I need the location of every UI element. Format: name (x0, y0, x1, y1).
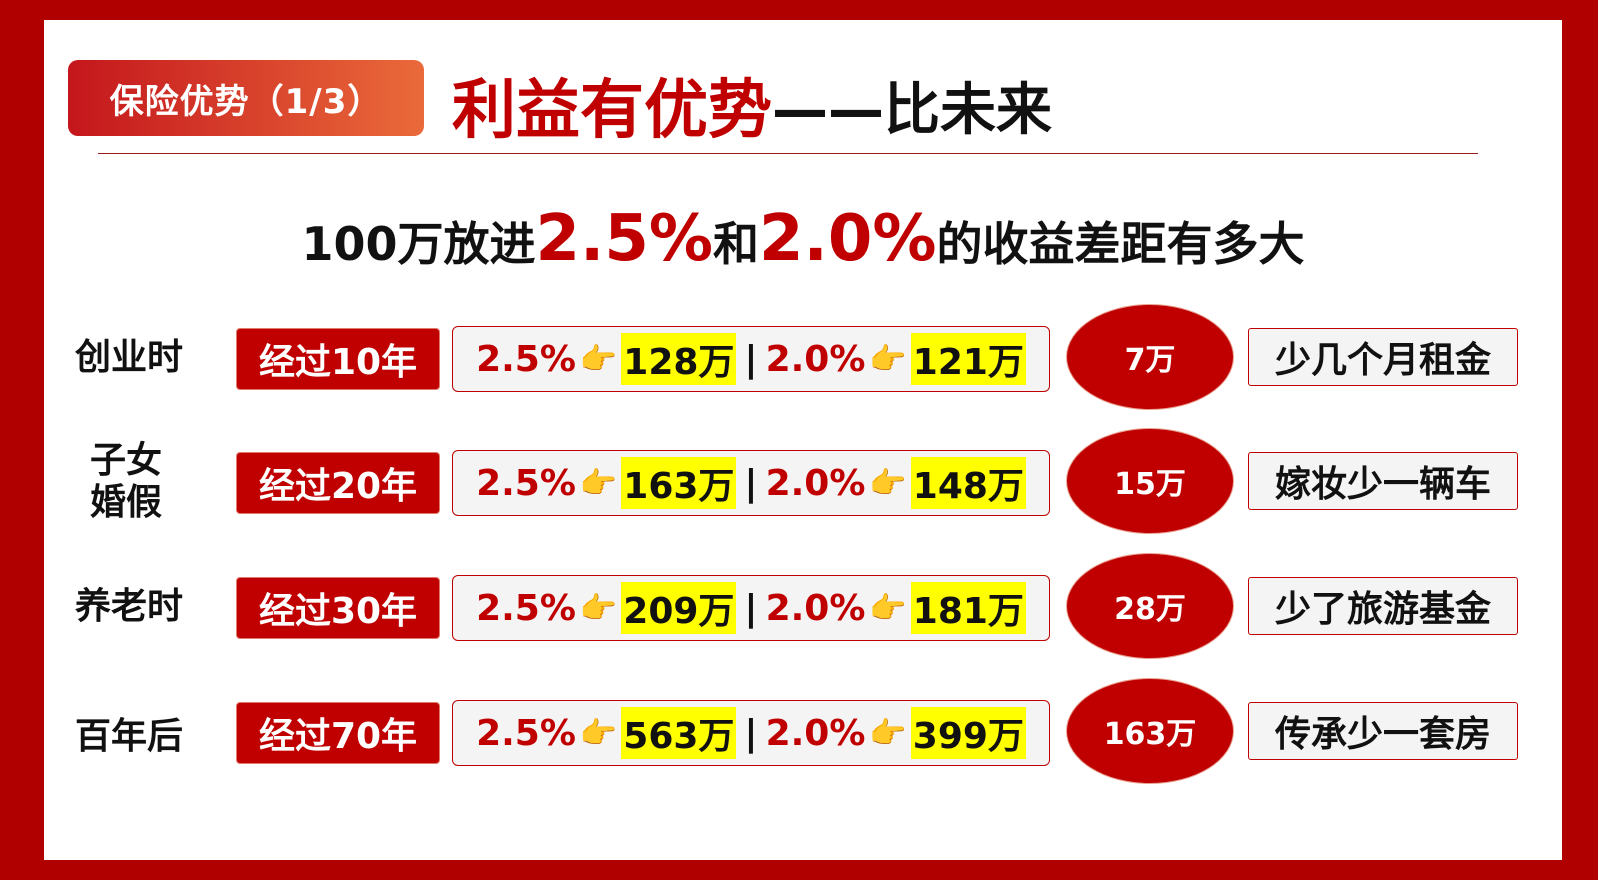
rate-a: 2.5% (476, 462, 576, 504)
section-tag: 保险优势（1/3） (68, 60, 424, 136)
value-comparison: 2.5% 👉 209万 | 2.0% 👉 181万 (452, 575, 1050, 641)
value-b: 399万 (910, 707, 1026, 759)
rate-b: 2.0% (765, 462, 866, 504)
subtitle: 100万放进2.5%和2.0%的收益差距有多大 (44, 202, 1562, 282)
period-badge: 经过30年 (236, 577, 440, 639)
value-comparison: 2.5% 👉 128万 | 2.0% 👉 121万 (452, 326, 1050, 392)
slide: 保险优势（1/3） 利益有优势 ——比未来 100万放进2.5%和2.0%的收益… (44, 20, 1562, 860)
difference-badge: 15万 (1066, 428, 1234, 534)
subtitle-rate-b: 2.0% (759, 202, 937, 276)
separator: | (744, 462, 758, 504)
effect-label: 少了旅游基金 (1248, 577, 1518, 635)
difference-badge: 28万 (1066, 553, 1234, 659)
value-a: 163万 (621, 457, 737, 509)
rate-a: 2.5% (476, 587, 576, 629)
effect-label: 嫁妆少一辆车 (1248, 452, 1518, 510)
life-stage-label: 创业时 (74, 337, 183, 378)
separator: | (744, 338, 758, 380)
pointing-hand-icon: 👉 (869, 341, 907, 377)
value-comparison: 2.5% 👉 163万 | 2.0% 👉 148万 (452, 450, 1050, 516)
period-badge: 经过10年 (236, 328, 440, 390)
effect-label: 传承少一套房 (1248, 702, 1518, 760)
title-suffix: ——比未来 (772, 77, 1052, 143)
effect-label: 少几个月租金 (1248, 328, 1518, 386)
pointing-hand-icon: 👉 (869, 590, 907, 626)
pointing-hand-icon: 👉 (869, 465, 907, 501)
title-divider (98, 153, 1478, 154)
difference-badge: 7万 (1066, 304, 1234, 410)
pointing-hand-icon: 👉 (579, 465, 618, 501)
life-stage-label: 养老时 (74, 586, 183, 627)
pointing-hand-icon: 👉 (579, 715, 618, 751)
rate-b: 2.0% (765, 712, 866, 754)
period-badge: 经过20年 (236, 452, 440, 514)
value-b: 181万 (910, 582, 1026, 634)
life-stage-label: 子女婚假 (89, 440, 162, 523)
value-a: 563万 (621, 707, 737, 759)
separator: | (744, 587, 758, 629)
difference-badge: 163万 (1066, 678, 1234, 784)
subtitle-rate-a: 2.5% (535, 202, 714, 276)
subtitle-part1: 100万放进 (301, 217, 536, 271)
comparison-row: 子女婚假 经过20年 2.5% 👉 163万 | 2.0% 👉 148万 15万 嫁妆少一辆… (44, 428, 1562, 542)
rate-b: 2.0% (765, 338, 866, 380)
pointing-hand-icon: 👉 (579, 590, 618, 626)
comparison-row: 百年后 经过70年 2.5% 👉 563万 | 2.0% 👉 399万 163万 传承少一套… (44, 678, 1562, 792)
pointing-hand-icon: 👉 (579, 341, 618, 377)
value-b: 148万 (910, 457, 1026, 509)
comparison-row: 创业时 经过10年 2.5% 👉 128万 | 2.0% 👉 121万 7万 少几个月租金 (44, 304, 1562, 418)
separator: | (744, 712, 758, 754)
value-b: 121万 (910, 333, 1026, 385)
title-highlight: 利益有优势 (452, 74, 772, 148)
life-stage-label: 百年后 (74, 716, 183, 757)
value-a: 128万 (621, 333, 737, 385)
rate-a: 2.5% (476, 338, 576, 380)
value-comparison: 2.5% 👉 563万 | 2.0% 👉 399万 (452, 700, 1050, 766)
period-badge: 经过70年 (236, 702, 440, 764)
subtitle-part3: 的收益差距有多大 (936, 217, 1305, 271)
rate-b: 2.0% (765, 587, 866, 629)
pointing-hand-icon: 👉 (869, 715, 907, 751)
subtitle-part2: 和 (713, 217, 760, 271)
comparison-row: 养老时 经过30年 2.5% 👉 209万 | 2.0% 👉 181万 28万 少了旅游基金 (44, 553, 1562, 667)
page-title: 利益有优势 ——比未来 (452, 60, 1052, 150)
value-a: 209万 (621, 582, 737, 634)
rate-a: 2.5% (476, 712, 576, 754)
